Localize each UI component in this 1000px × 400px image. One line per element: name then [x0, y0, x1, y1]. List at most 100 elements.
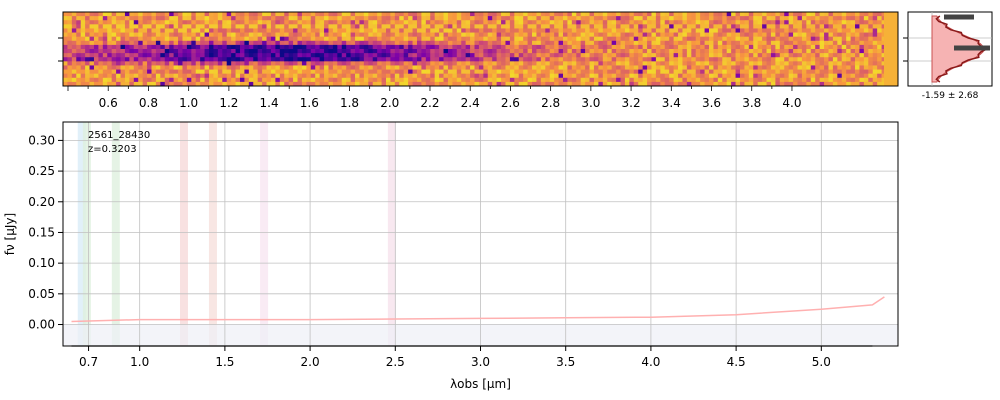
- heatmap-cell: [89, 16, 95, 21]
- heatmap-cell: [226, 20, 232, 25]
- heatmap-cell: [235, 20, 241, 25]
- heatmap-cell: [474, 28, 480, 33]
- heatmap-cell: [855, 81, 860, 87]
- heatmap-cell: [589, 57, 595, 62]
- heatmap-cell: [310, 16, 316, 21]
- heatmap-cell: [80, 69, 86, 75]
- heatmap-cell: [753, 81, 759, 87]
- heatmap-cell: [116, 61, 121, 66]
- heatmap-cell: [532, 16, 537, 21]
- heatmap-cell: [332, 77, 338, 83]
- heatmap-cell: [377, 49, 382, 54]
- heatmap-cell: [293, 49, 298, 54]
- heatmap-cell: [85, 40, 90, 46]
- heatmap-cell: [483, 57, 489, 62]
- heatmap-cell: [753, 53, 759, 58]
- heatmap-cell: [779, 44, 785, 50]
- heatmap-cell: [226, 77, 232, 83]
- heatmap-cell: [160, 12, 166, 17]
- heatmap-cell: [855, 44, 860, 50]
- heatmap-cell: [178, 16, 183, 21]
- heatmap-cell: [421, 12, 427, 17]
- heatmap-cell: [731, 12, 736, 17]
- heatmap-cell: [855, 77, 860, 83]
- heatmap-cell: [288, 28, 294, 33]
- heatmap-cell: [748, 81, 754, 87]
- heatmap-cell: [624, 24, 630, 29]
- heatmap-cell: [545, 32, 551, 38]
- heatmap-cell: [76, 40, 82, 46]
- heatmap-cell: [346, 77, 351, 83]
- heatmap-cell: [678, 44, 683, 50]
- heatmap-cell: [430, 40, 436, 46]
- heatmap-cell: [178, 44, 183, 50]
- heatmap-cell: [332, 44, 338, 50]
- heatmap-cell: [483, 49, 489, 54]
- heatmap-cell: [655, 73, 661, 79]
- heatmap-cell: [532, 44, 537, 50]
- heatmap-cell: [279, 77, 285, 83]
- heatmap-cell: [173, 44, 179, 50]
- heatmap-cell: [107, 44, 113, 50]
- heatmap-cell: [324, 77, 329, 83]
- heatmap-cell: [301, 77, 307, 83]
- heatmap-cell: [651, 73, 657, 79]
- heatmap-cell: [102, 40, 108, 46]
- heatmap-cell: [709, 16, 714, 21]
- top-x-tick-label: 3.8: [742, 96, 761, 110]
- heatmap-cell: [545, 16, 551, 21]
- heatmap-cell: [319, 57, 325, 62]
- heatmap-cell: [824, 32, 829, 38]
- heatmap-cell: [239, 61, 245, 66]
- heatmap-cell: [430, 32, 436, 38]
- heatmap-cell: [660, 16, 666, 21]
- heatmap-cell: [850, 32, 856, 38]
- heatmap-cell: [408, 61, 413, 66]
- heatmap-cell: [571, 81, 577, 87]
- heatmap-cell: [837, 65, 843, 70]
- heatmap-cell: [275, 16, 281, 21]
- heatmap-cell: [390, 81, 396, 87]
- heatmap-cell: [580, 69, 586, 75]
- heatmap-cell: [722, 61, 728, 66]
- heatmap-cell: [341, 24, 347, 29]
- heatmap-cell: [377, 20, 382, 25]
- heatmap-cell: [620, 65, 626, 70]
- heatmap-cell: [602, 65, 608, 70]
- heatmap-cell: [731, 77, 736, 83]
- heatmap-cell: [386, 49, 391, 54]
- heatmap-cell: [416, 36, 422, 42]
- heatmap-cell: [770, 73, 776, 79]
- heatmap-cell: [359, 16, 365, 21]
- heatmap-cell: [390, 40, 396, 46]
- heatmap-cell: [585, 73, 590, 79]
- heatmap-cell: [881, 28, 887, 33]
- heatmap-cell: [124, 12, 130, 17]
- heatmap-cell: [222, 57, 228, 62]
- heatmap-cell: [571, 40, 577, 46]
- heatmap-cell: [647, 40, 652, 46]
- heatmap-cell: [828, 77, 834, 83]
- heatmap-cell: [116, 69, 121, 75]
- heatmap-cell: [478, 20, 484, 25]
- heatmap-cell: [262, 65, 267, 70]
- heatmap-cell: [793, 65, 798, 70]
- heatmap-cell: [262, 49, 267, 54]
- heatmap-cell: [297, 20, 303, 25]
- heatmap-cell: [576, 77, 582, 83]
- heatmap-cell: [178, 77, 183, 83]
- heatmap-cell: [629, 57, 635, 62]
- heatmap-cell: [474, 53, 480, 58]
- heatmap-cell: [164, 44, 170, 50]
- heatmap-cell: [620, 20, 626, 25]
- heatmap-cell: [102, 32, 108, 38]
- heatmap-cell: [147, 28, 152, 33]
- heatmap-cell: [859, 61, 865, 66]
- heatmap-cell: [509, 28, 515, 33]
- heatmap-cell: [567, 40, 573, 46]
- heatmap-cell: [483, 28, 489, 33]
- heatmap-cell: [200, 44, 205, 50]
- heatmap-cell: [195, 81, 201, 87]
- heatmap-cell: [399, 28, 405, 33]
- heatmap-cell: [509, 57, 515, 62]
